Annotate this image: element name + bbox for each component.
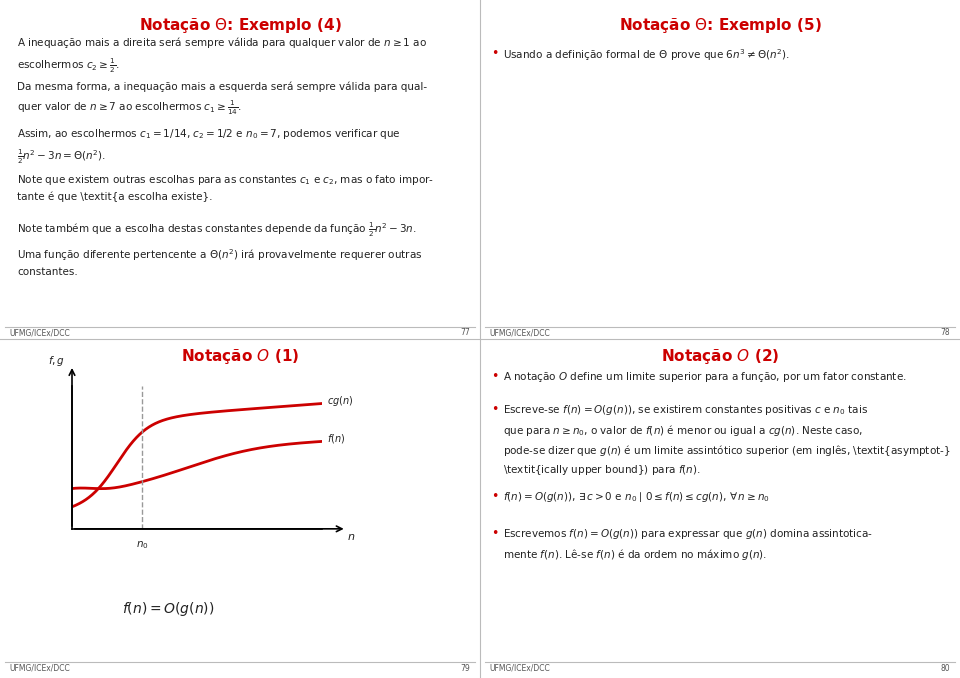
Text: Usando a definição formal de $\Theta$ prove que $6n^3 \neq \Theta(n^2)$.: Usando a definição formal de $\Theta$ pr… bbox=[503, 47, 790, 63]
Text: A inequação mais a direita será sempre válida para qualquer valor de $n \geq 1$ : A inequação mais a direita será sempre v… bbox=[17, 35, 427, 75]
Text: Note também que a escolha destas constantes depende da função $\frac{1}{2}n^2 - : Note também que a escolha destas constan… bbox=[17, 220, 417, 239]
Text: UFMG/ICEx/DCC: UFMG/ICEx/DCC bbox=[490, 664, 550, 673]
Text: •: • bbox=[492, 403, 499, 416]
Text: Note que existem outras escolhas para as constantes $c_1$ e $c_2$, mas o fato im: Note que existem outras escolhas para as… bbox=[17, 173, 434, 201]
Text: •: • bbox=[492, 490, 499, 502]
Text: 77: 77 bbox=[461, 328, 470, 337]
Text: A notação $O$ define um limite superior para a função, por um fator constante.: A notação $O$ define um limite superior … bbox=[503, 370, 907, 384]
Text: Uma função diferente pertencente a $\Theta(n^2)$ irá provavelmente requerer outr: Uma função diferente pertencente a $\The… bbox=[17, 247, 422, 277]
Text: $f(n)$: $f(n)$ bbox=[326, 432, 345, 445]
Text: Escreve-se $f(n) = O(g(n))$, se existirem constantes positivas $c$ e $n_0$ tais
: Escreve-se $f(n) = O(g(n))$, se existire… bbox=[503, 403, 950, 477]
Text: $n_0$: $n_0$ bbox=[135, 539, 148, 551]
Text: Notação $\Theta$: Exemplo (5): Notação $\Theta$: Exemplo (5) bbox=[618, 16, 822, 35]
Text: Notação $O$ (1): Notação $O$ (1) bbox=[180, 347, 300, 366]
Text: •: • bbox=[492, 47, 499, 60]
Text: $cg(n)$: $cg(n)$ bbox=[326, 394, 353, 407]
Text: $f, g$: $f, g$ bbox=[48, 354, 65, 368]
Text: Notação $\Theta$: Exemplo (4): Notação $\Theta$: Exemplo (4) bbox=[138, 16, 342, 35]
Text: 80: 80 bbox=[941, 664, 950, 673]
Text: Da mesma forma, a inequação mais a esquerda será sempre válida para qual-
quer v: Da mesma forma, a inequação mais a esque… bbox=[17, 81, 427, 117]
Text: Escrevemos $f(n) = O(g(n))$ para expressar que $g(n)$ domina assintotica-
mente : Escrevemos $f(n) = O(g(n))$ para express… bbox=[503, 527, 873, 562]
Text: •: • bbox=[492, 527, 499, 540]
Text: UFMG/ICEx/DCC: UFMG/ICEx/DCC bbox=[490, 328, 550, 337]
Text: 79: 79 bbox=[461, 664, 470, 673]
Text: $f(n) = O(g(n))$, $\exists\, c > 0$ e $n_0 \mid 0 \leq f(n) \leq cg(n)$, $\foral: $f(n) = O(g(n))$, $\exists\, c > 0$ e $n… bbox=[503, 490, 770, 504]
Text: 78: 78 bbox=[941, 328, 950, 337]
Text: UFMG/ICEx/DCC: UFMG/ICEx/DCC bbox=[10, 328, 70, 337]
Text: •: • bbox=[492, 370, 499, 382]
Text: $f(n) = O(g(n))$: $f(n) = O(g(n))$ bbox=[122, 600, 214, 618]
Text: $n$: $n$ bbox=[348, 532, 356, 542]
Text: UFMG/ICEx/DCC: UFMG/ICEx/DCC bbox=[10, 664, 70, 673]
Text: Assim, ao escolhermos $c_1 = 1/14$, $c_2 = 1/2$ e $n_0 = 7$, podemos verificar q: Assim, ao escolhermos $c_1 = 1/14$, $c_2… bbox=[17, 127, 401, 166]
Text: Notação $O$ (2): Notação $O$ (2) bbox=[660, 347, 780, 366]
